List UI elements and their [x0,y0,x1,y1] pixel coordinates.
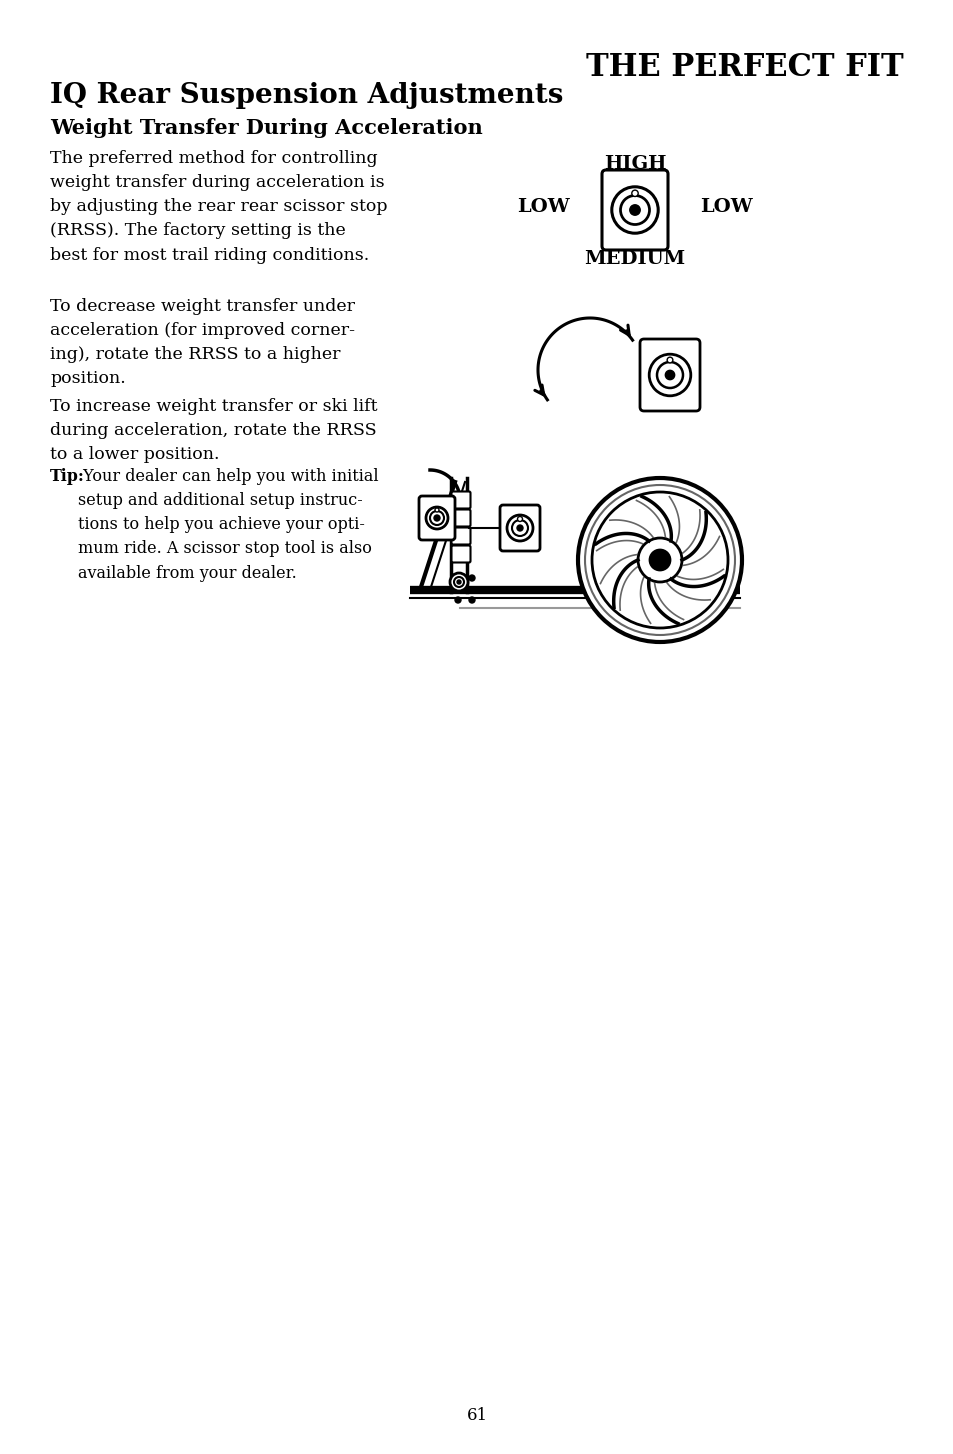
Circle shape [512,521,527,537]
Circle shape [456,580,460,585]
Circle shape [435,507,438,512]
FancyBboxPatch shape [418,496,455,539]
FancyBboxPatch shape [639,339,700,411]
Circle shape [517,525,522,531]
Text: LOW: LOW [517,198,569,217]
Circle shape [434,515,439,521]
Circle shape [657,362,682,388]
Circle shape [450,573,468,590]
Circle shape [426,507,448,529]
Text: 61: 61 [466,1407,487,1423]
Circle shape [638,538,681,582]
Circle shape [578,478,741,643]
Circle shape [469,598,475,603]
FancyBboxPatch shape [499,505,539,551]
Text: Your dealer can help you with initial
setup and additional setup instruc-
tions : Your dealer can help you with initial se… [78,468,378,582]
Circle shape [649,355,690,395]
Text: To increase weight transfer or ski lift
during acceleration, rotate the RRSS
to : To increase weight transfer or ski lift … [50,398,377,464]
Circle shape [664,371,674,379]
FancyBboxPatch shape [601,170,667,250]
Circle shape [592,491,727,628]
FancyBboxPatch shape [451,528,470,544]
FancyBboxPatch shape [451,491,470,509]
Circle shape [631,190,638,196]
Text: MEDIUM: MEDIUM [584,250,685,268]
Circle shape [455,574,460,582]
Circle shape [619,195,649,224]
Circle shape [666,358,672,364]
Circle shape [629,205,639,215]
Text: To decrease weight transfer under
acceleration (for improved corner-
ing), rotat: To decrease weight transfer under accele… [50,298,355,387]
Circle shape [455,587,460,593]
FancyBboxPatch shape [451,545,470,563]
Text: LOW: LOW [700,198,752,217]
Text: HIGH: HIGH [603,156,665,173]
Circle shape [611,186,658,233]
Text: IQ Rear Suspension Adjustments: IQ Rear Suspension Adjustments [50,81,563,109]
Circle shape [454,577,463,587]
Text: THE PERFECT FIT: THE PERFECT FIT [586,52,903,83]
Circle shape [455,598,460,603]
Circle shape [649,550,669,570]
Circle shape [506,515,533,541]
Circle shape [469,587,475,593]
Text: Tip:: Tip: [50,468,85,486]
Text: Weight Transfer During Acceleration: Weight Transfer During Acceleration [50,118,482,138]
Circle shape [517,516,522,522]
FancyBboxPatch shape [451,509,470,526]
Circle shape [430,510,443,525]
Circle shape [469,574,475,582]
Text: The preferred method for controlling
weight transfer during acceleration is
by a: The preferred method for controlling wei… [50,150,387,263]
